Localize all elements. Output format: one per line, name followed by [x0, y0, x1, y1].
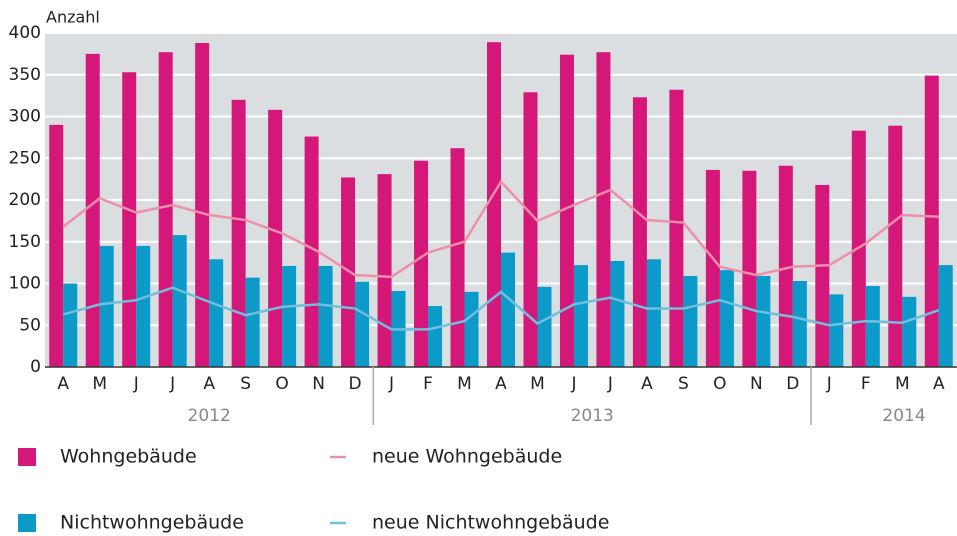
x-tick-label: O: [713, 374, 726, 394]
x-tick-label: A: [933, 374, 945, 394]
bar: [282, 265, 297, 367]
bar: [596, 52, 611, 368]
x-tick-label: S: [678, 374, 689, 394]
bar: [341, 177, 356, 367]
x-tick-label: A: [203, 374, 215, 394]
group-label: 2014: [882, 406, 925, 426]
x-tick-label: D: [786, 374, 799, 394]
bar: [245, 277, 260, 367]
x-tick-label: N: [312, 374, 325, 394]
y-tick-label: 300: [9, 107, 41, 127]
x-tick-label: A: [641, 374, 653, 394]
bar: [172, 235, 187, 367]
x-tick-label: D: [349, 374, 362, 394]
bar: [610, 260, 625, 367]
x-tick-label: A: [495, 374, 507, 394]
bar: [450, 148, 465, 367]
x-tick-label: M: [457, 374, 472, 394]
bar: [683, 275, 698, 367]
y-tick-label: 250: [9, 148, 41, 168]
y-axis-label: Anzahl: [46, 8, 100, 27]
bar: [318, 265, 333, 367]
bar: [523, 92, 538, 367]
bar: [815, 184, 830, 367]
bar: [136, 245, 151, 367]
x-tick-label: J: [133, 374, 139, 394]
x-tick-label: F: [861, 374, 871, 394]
bar: [792, 280, 807, 367]
bar: [464, 291, 479, 367]
bar: [158, 52, 173, 368]
bar: [231, 99, 246, 368]
bar: [632, 97, 647, 368]
bar: [487, 42, 501, 368]
bar: [85, 53, 100, 367]
bar: [938, 265, 953, 367]
bar: [537, 286, 552, 367]
y-tick-label: 400: [9, 23, 41, 43]
x-tick-label: S: [240, 374, 251, 394]
x-tick-label: N: [750, 374, 763, 394]
x-tick-label: J: [388, 374, 394, 394]
bar: [742, 170, 757, 367]
bar: [63, 283, 78, 367]
x-tick-label: J: [826, 374, 832, 394]
x-tick-label: J: [607, 374, 613, 394]
bar: [355, 281, 370, 367]
bar: [888, 125, 903, 367]
bar: [268, 109, 283, 367]
bar: [669, 89, 684, 367]
legend-label: Wohngebäude: [60, 446, 197, 468]
bar: [829, 294, 844, 367]
y-tick-label: 50: [19, 315, 41, 335]
x-tick-label: M: [530, 374, 545, 394]
bar: [49, 124, 64, 367]
bar: [646, 259, 661, 367]
legend-label: neue Wohngebäude: [372, 446, 562, 468]
group-label: 2012: [188, 406, 231, 426]
legend-swatch: [18, 514, 36, 532]
bar: [559, 54, 574, 368]
legend-swatch: [18, 448, 36, 466]
x-tick-label: J: [169, 374, 175, 394]
y-tick-label: 0: [30, 357, 41, 377]
bar: [377, 174, 392, 367]
bar: [865, 286, 880, 367]
bar: [705, 169, 720, 367]
bar: [902, 296, 917, 367]
x-tick-label: M: [895, 374, 910, 394]
bar: [573, 265, 588, 367]
bar: [304, 136, 319, 367]
bar: [428, 306, 443, 367]
bar: [756, 275, 771, 367]
bar: [122, 72, 137, 368]
bar: [924, 75, 939, 368]
y-tick-label: 150: [9, 232, 41, 252]
line: [62, 179, 939, 279]
group-label: 2013: [571, 406, 614, 426]
y-tick-label: 350: [9, 65, 41, 85]
x-tick-label: F: [423, 374, 433, 394]
bar: [501, 252, 515, 367]
bar: [195, 43, 210, 368]
bar: [209, 259, 224, 367]
y-tick-label: 100: [9, 274, 41, 294]
x-tick-label: J: [570, 374, 576, 394]
line: [62, 286, 940, 331]
x-tick-label: M: [92, 374, 107, 394]
y-tick-label: 200: [9, 190, 41, 210]
legend-label: neue Nichtwohngebäude: [372, 512, 609, 534]
x-tick-label: O: [275, 374, 288, 394]
bar: [414, 160, 429, 367]
bar: [99, 245, 114, 367]
x-tick-label: A: [57, 374, 69, 394]
bar: [719, 270, 734, 367]
legend-label: Nichtwohngebäude: [60, 512, 244, 534]
